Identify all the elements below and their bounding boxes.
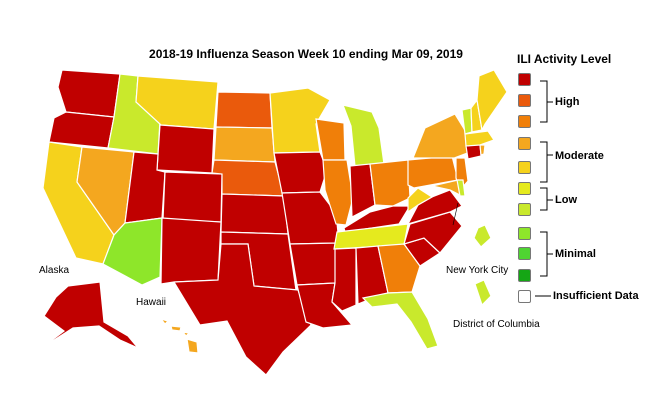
inset-NYC xyxy=(473,224,492,248)
map-title: 2018-19 Influenza Season Week 10 ending … xyxy=(149,47,463,61)
state-TX xyxy=(172,243,312,376)
state-FL xyxy=(361,291,439,350)
legend-swatch-level-10 xyxy=(518,73,531,86)
legend-insufficient-data: Insufficient Data xyxy=(553,290,639,302)
state-NY xyxy=(412,113,471,159)
legend-swatch-level-7 xyxy=(518,137,531,150)
state-MS xyxy=(331,247,357,312)
state-RI xyxy=(479,144,486,156)
legend-swatch-level-9 xyxy=(518,94,531,107)
legend-title: ILI Activity Level xyxy=(517,52,612,66)
legend-swatch-level-2 xyxy=(518,247,531,260)
legend-swatch-level-3 xyxy=(518,227,531,240)
legend-swatch-insufficient xyxy=(518,290,531,303)
state-WY xyxy=(156,124,215,174)
legend-swatch-level-6 xyxy=(518,161,531,174)
district-of-columbia-label: District of Columbia xyxy=(453,319,540,330)
inset-DC xyxy=(474,279,492,307)
state-IA xyxy=(273,151,328,194)
state-WA xyxy=(57,69,121,118)
legend-group-moderate: Moderate xyxy=(555,150,604,162)
legend-swatch-level-1 xyxy=(518,269,531,282)
state-ME xyxy=(476,69,508,132)
state-ND xyxy=(215,91,273,129)
state-KS xyxy=(220,193,289,235)
legend-swatch-level-4 xyxy=(518,203,531,216)
state-OH xyxy=(369,159,411,207)
legend-swatch-level-5 xyxy=(518,182,531,195)
legend-brackets xyxy=(535,80,553,297)
state-GA xyxy=(377,243,421,294)
state-WV xyxy=(407,187,434,214)
state-MI xyxy=(342,104,385,167)
state-SD xyxy=(213,126,276,163)
state-CO xyxy=(162,171,223,223)
legend-group-minimal: Minimal xyxy=(555,248,596,260)
state-AR xyxy=(289,242,340,286)
state-DE xyxy=(456,179,466,197)
legend-swatch-level-8 xyxy=(518,115,531,128)
dc-connector xyxy=(452,202,459,226)
new-york-city-label: New York City xyxy=(446,265,509,276)
state-NE xyxy=(211,159,285,197)
state-AK xyxy=(39,281,139,350)
hawaii-label: Hawaii xyxy=(136,297,167,308)
state-HI xyxy=(159,317,199,354)
alaska-label: Alaska xyxy=(39,265,70,276)
state-IL xyxy=(322,159,354,226)
state-OR xyxy=(48,111,115,149)
state-MO xyxy=(281,191,340,245)
legend-group-high: High xyxy=(555,96,580,108)
state-MA xyxy=(464,130,495,147)
state-NM xyxy=(160,217,222,285)
legend-group-low: Low xyxy=(555,194,577,206)
